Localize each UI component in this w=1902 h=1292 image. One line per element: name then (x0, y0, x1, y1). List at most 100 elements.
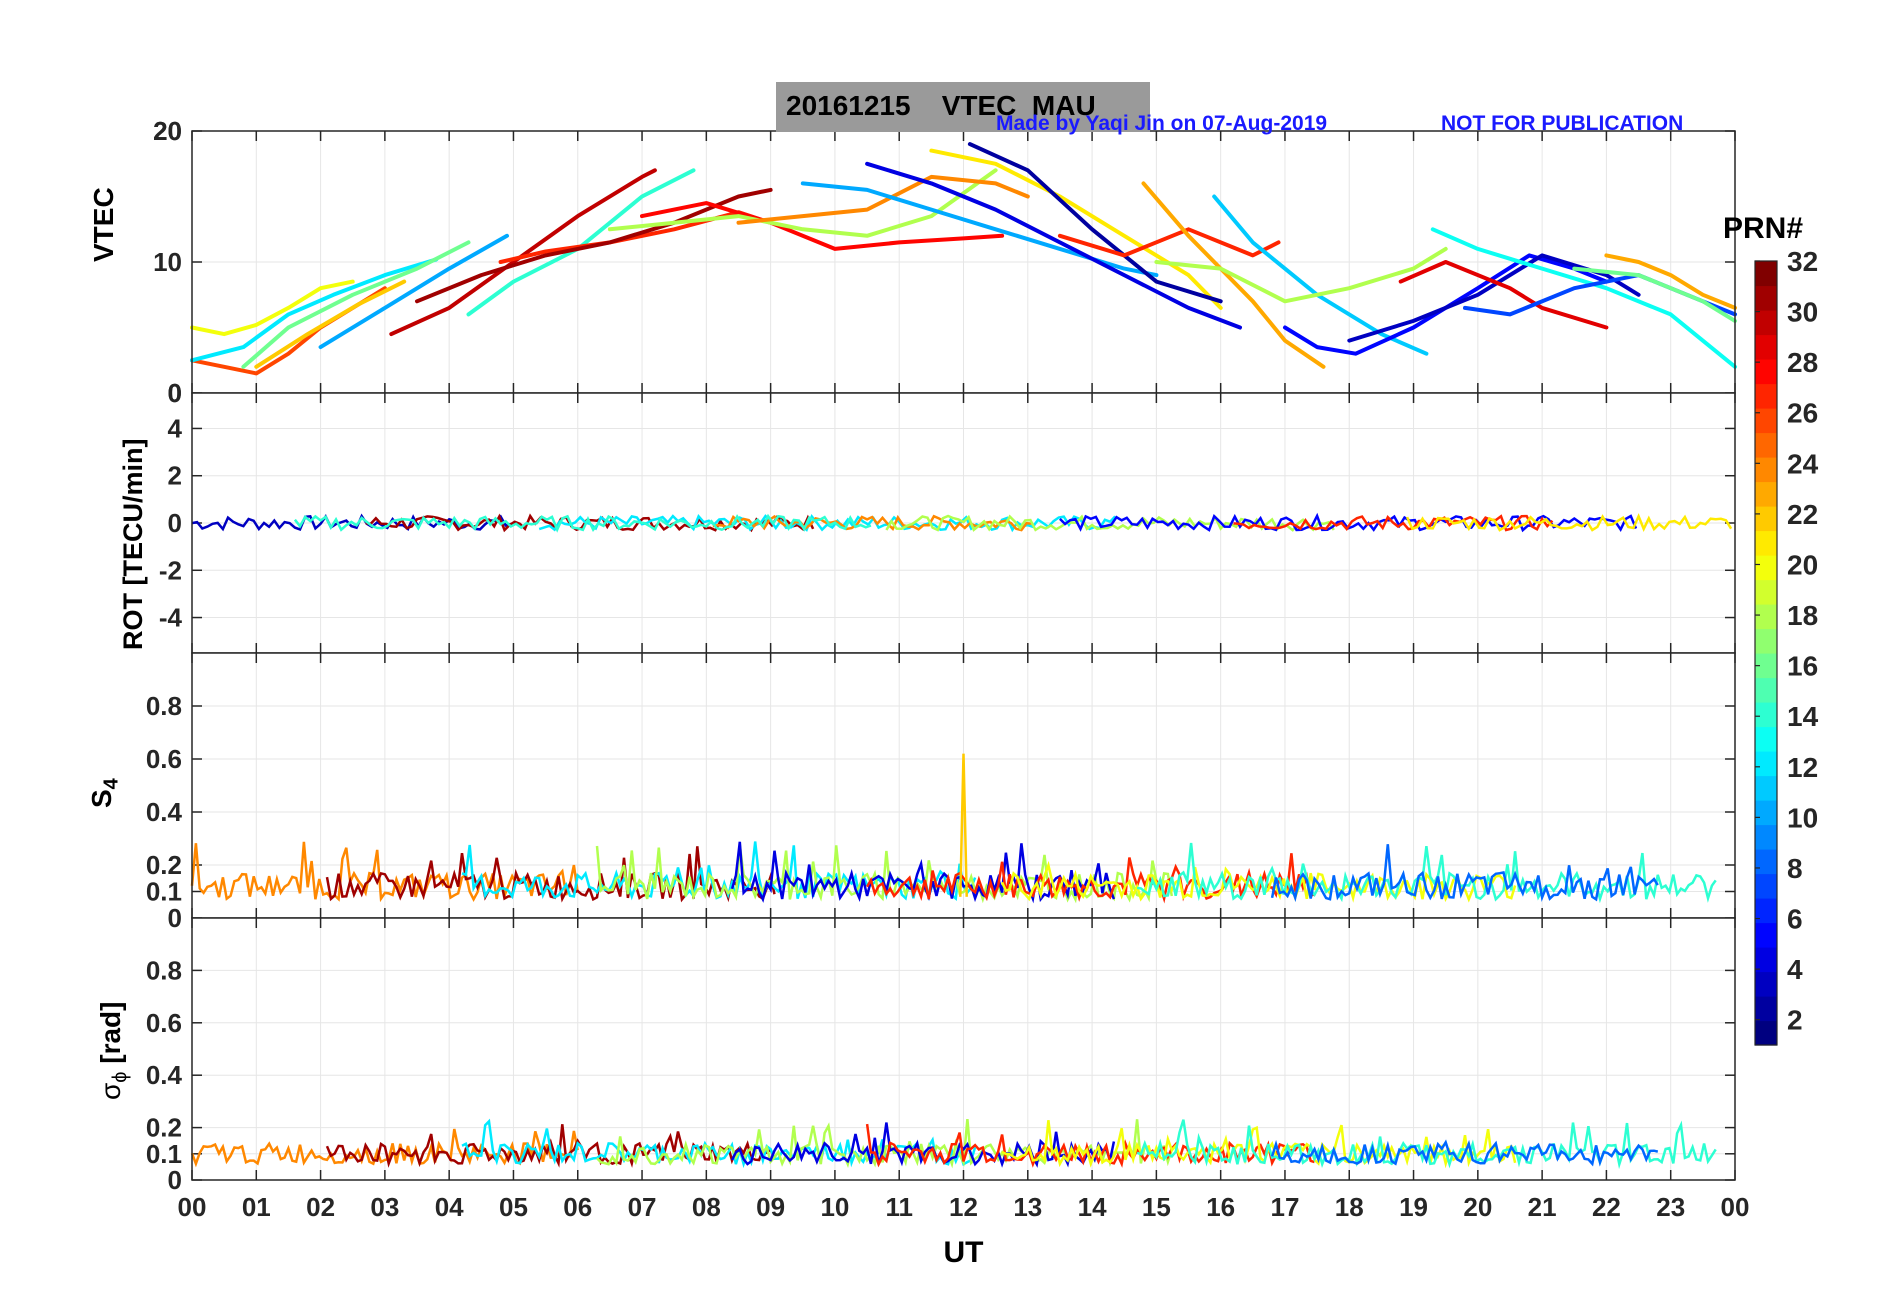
rot-series-prn-3 (191, 513, 512, 532)
ytick-label: 0 (168, 903, 182, 933)
colorbar-tick-label: 20 (1787, 549, 1818, 580)
colorbar-segment (1755, 775, 1777, 801)
vtec-series-prn-2 (967, 142, 1223, 304)
xtick-label: 12 (949, 1192, 978, 1222)
xtick-label: 07 (628, 1192, 657, 1222)
xtick-label: 15 (1142, 1192, 1171, 1222)
ytick-label: 0 (168, 378, 182, 408)
colorbar-segment (1755, 996, 1777, 1022)
ytick-label: 0.2 (146, 1113, 182, 1143)
sigma_phi-series-prn-14 (1136, 1119, 1717, 1170)
colorbar-segment (1755, 383, 1777, 409)
colorbar-segment (1755, 1020, 1777, 1046)
sigma-ylabel-unit: [rad] (95, 1001, 126, 1064)
vtec-series-prn-4 (865, 161, 1242, 330)
vtec-ylabel: VTEC (88, 187, 119, 262)
notice-text: NOT FOR PUBLICATION (1441, 112, 1684, 135)
colorbar-tick-label: 2 (1787, 1005, 1803, 1036)
ytick-label: 0.6 (146, 744, 182, 774)
vtec-series-prn-16 (241, 240, 471, 369)
ytick-label: -2 (159, 555, 182, 585)
colorbar-segment (1755, 751, 1777, 777)
s4-ylabel-main: S (86, 789, 117, 808)
vtec-series-prn-20 (190, 279, 355, 337)
xtick-label: 04 (435, 1192, 464, 1222)
xtick-label: 08 (692, 1192, 721, 1222)
xtick-label: 14 (1078, 1192, 1107, 1222)
sigma_phi-series-prn-8 (1270, 1139, 1659, 1167)
colorbar-segment (1755, 922, 1777, 948)
xtick-label: 00 (1721, 1192, 1750, 1222)
vtec-series-prn-23 (1604, 253, 1737, 310)
panel-frame-sigma_phi (191, 917, 1736, 1181)
xtick-label: 09 (756, 1192, 785, 1222)
vtec-series-prn-22 (254, 279, 407, 369)
xtick-label: 00 (178, 1192, 207, 1222)
vtec-series-prn-10 (318, 233, 509, 350)
ytick-label: 2 (168, 461, 182, 491)
colorbar-tick-label: 16 (1787, 651, 1818, 682)
colorbar-segment (1755, 432, 1777, 458)
vtec-series-prn-13 (1430, 227, 1737, 369)
colorbar-segment (1755, 702, 1777, 728)
ytick-label: 0 (168, 508, 182, 538)
ytick-label: 0 (168, 378, 182, 408)
ytick-label: 20 (153, 116, 182, 146)
ytick-label: 0.6 (146, 1008, 182, 1038)
colorbar-tick-label: 26 (1787, 398, 1818, 429)
colorbar-segment (1755, 506, 1777, 532)
colorbar-segment (1755, 334, 1777, 360)
colorbar-tick-label: 8 (1787, 853, 1803, 884)
vtec-series-prn-30 (389, 168, 657, 337)
xtick-label: 11 (885, 1192, 913, 1222)
vtec-series-prn-29 (1398, 260, 1609, 330)
sigma-ylabel-main: σ (95, 1082, 126, 1100)
ytick-label: 0.1 (146, 877, 182, 907)
ytick-label: -4 (159, 603, 183, 633)
xtick-label: 17 (1270, 1192, 1299, 1222)
colorbar-tick-label: 12 (1787, 752, 1818, 783)
xtick-label: 05 (499, 1192, 528, 1222)
colorbar-segment (1755, 628, 1777, 654)
rot-series-prn-12 (538, 513, 1117, 533)
xtick-label: 19 (1399, 1192, 1428, 1222)
xtick-label: 03 (370, 1192, 399, 1222)
colorbar-tick-label: 10 (1787, 802, 1818, 833)
sigma-ylabel-sub: ϕ (109, 1071, 132, 1083)
colorbar-segment (1755, 359, 1777, 385)
s4-ylabel-sub: 4 (100, 778, 123, 790)
ytick-label: 10 (153, 247, 182, 277)
colorbar-tick-label: 6 (1787, 904, 1803, 935)
colorbar-segment (1755, 898, 1777, 924)
colorbar-segment (1755, 481, 1777, 507)
vtec-series-prn-24 (736, 174, 1030, 225)
credit-text: Made by Yaqi Jin on 07-Aug-2019 (996, 112, 1328, 135)
vtec-series-prn-18 (607, 168, 998, 238)
vtec-series-prn-28 (640, 201, 1005, 251)
chart-title: 20161215 VTEC MAU (786, 90, 1096, 121)
s4-series-prn-24 (190, 841, 579, 903)
panels-layer: 01020020-4-202400.10.20.40.60.800.10.20.… (146, 116, 1750, 1269)
rot-series-prn-27 (1233, 514, 1554, 532)
xtick-label: 16 (1206, 1192, 1235, 1222)
xtick-label: 21 (1528, 1192, 1557, 1222)
colorbar-segment (1755, 971, 1777, 997)
colorbar-segment (1755, 726, 1777, 752)
xtick-label: 22 (1592, 1192, 1621, 1222)
xtick-label: 13 (1013, 1192, 1042, 1222)
sigma_phi-series-prn-31 (325, 1124, 776, 1168)
colorbar-segment (1755, 408, 1777, 434)
colorbar-tick-label: 18 (1787, 600, 1818, 631)
ytick-label: 20 (153, 116, 182, 146)
rot-series-prn-18 (885, 514, 1335, 532)
rot-series-prn-14 (293, 513, 872, 533)
xtick-label: 06 (563, 1192, 592, 1222)
colorbar-tick-label: 4 (1787, 954, 1803, 985)
colorbar-tick-label: 30 (1787, 297, 1818, 328)
rot-ylabel: ROT [TECU/min] (118, 438, 148, 650)
xtick-label: 23 (1656, 1192, 1685, 1222)
colorbar-segment (1755, 285, 1777, 311)
xtick-label: 01 (242, 1192, 271, 1222)
